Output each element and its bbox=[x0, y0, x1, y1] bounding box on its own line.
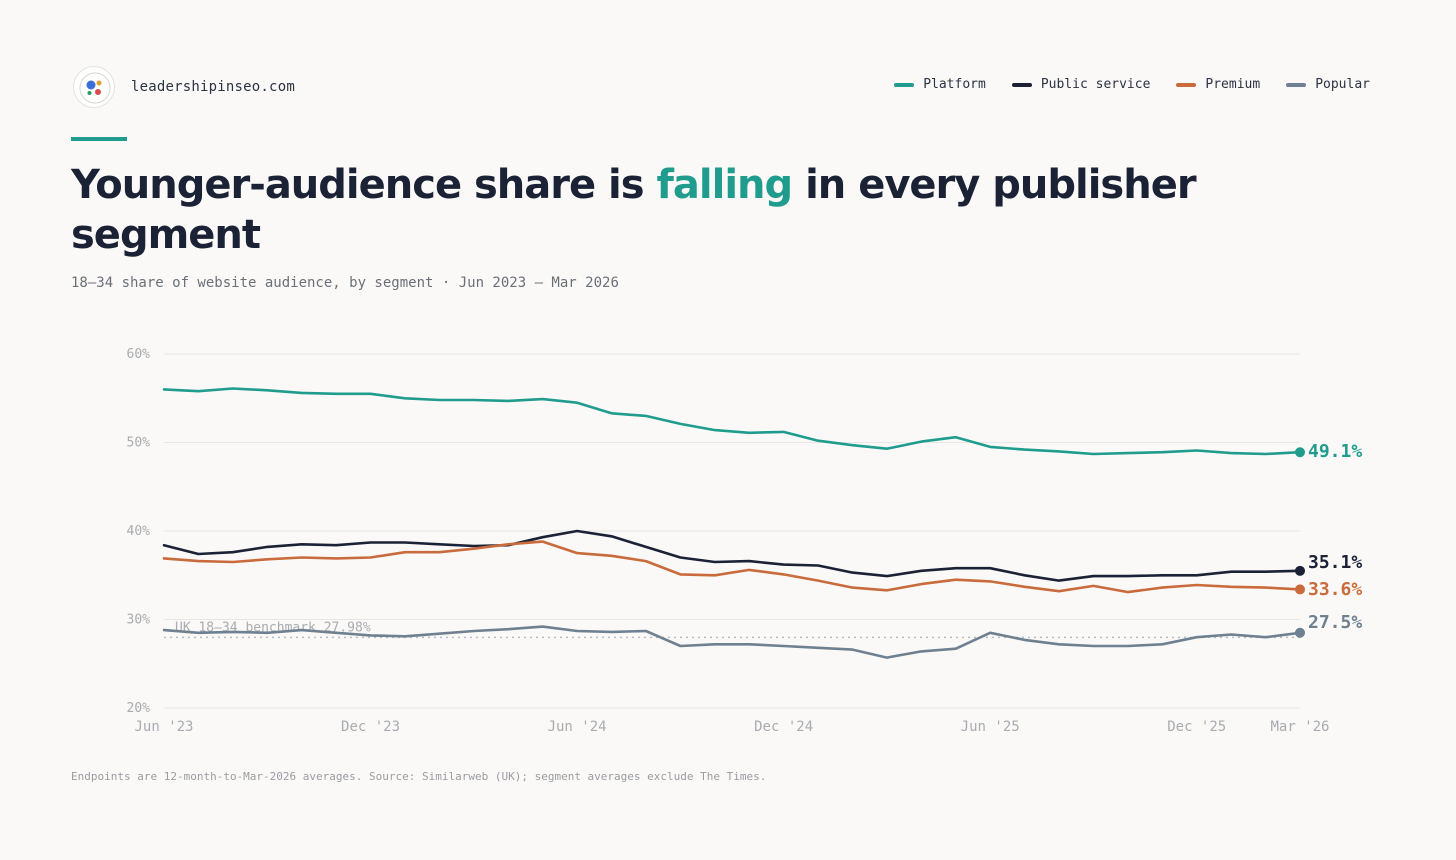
title-part-after: in every publisher segment bbox=[71, 162, 1197, 258]
legend-item-platform: Platform bbox=[894, 77, 986, 92]
legend-label: Platform bbox=[923, 77, 986, 92]
legend-swatch-premium bbox=[1176, 82, 1197, 87]
x-tick-label: Jun '25 bbox=[961, 719, 1020, 735]
end-label-popular: 27.5% bbox=[1308, 612, 1362, 633]
brand[interactable]: leadershipinseo.com bbox=[73, 66, 295, 108]
brand-name: leadershipinseo.com bbox=[131, 79, 295, 95]
audience-dots-logo-icon bbox=[73, 66, 115, 108]
x-tick-label: Dec '24 bbox=[754, 719, 813, 735]
x-tick-label: Dec '23 bbox=[341, 719, 400, 735]
series-endpoint-platform bbox=[1295, 447, 1305, 458]
series-endpoint-premium bbox=[1295, 584, 1305, 595]
y-tick-label: 50% bbox=[127, 436, 151, 451]
chart-subtitle: 18–34 share of website audience, by segm… bbox=[71, 275, 619, 291]
y-tick-label: 20% bbox=[127, 701, 151, 716]
series-endpoint-public-service bbox=[1295, 565, 1305, 576]
series-line-public-service bbox=[162, 529, 1302, 582]
end-label-premium: 33.6% bbox=[1308, 579, 1362, 600]
legend-item-popular: Popular bbox=[1286, 77, 1370, 92]
legend-label: Popular bbox=[1315, 77, 1370, 92]
title-highlight: falling bbox=[656, 162, 794, 208]
legend-label: Premium bbox=[1205, 77, 1261, 92]
legend: Platform Public service Premium Popular bbox=[868, 77, 1370, 92]
x-tick-label: Mar '26 bbox=[1270, 719, 1329, 735]
y-tick-label: 60% bbox=[127, 347, 151, 362]
y-tick-label: 30% bbox=[127, 613, 151, 628]
chart-footnote: Endpoints are 12-month-to-Mar-2026 avera… bbox=[71, 770, 767, 783]
accent-rule bbox=[71, 137, 127, 141]
x-tick-label: Jun '24 bbox=[548, 719, 607, 735]
legend-swatch-public-service bbox=[1011, 82, 1032, 87]
end-label-platform: 49.1% bbox=[1308, 441, 1362, 462]
end-label-public-service: 35.1% bbox=[1308, 552, 1362, 573]
chart-title: Younger-audience share is falling in eve… bbox=[71, 160, 1251, 260]
legend-item-public-service: Public service bbox=[1011, 77, 1151, 92]
legend-swatch-platform bbox=[894, 82, 915, 87]
legend-swatch-popular bbox=[1286, 82, 1307, 87]
series-line-popular bbox=[162, 625, 1302, 659]
x-tick-label: Dec '25 bbox=[1167, 719, 1226, 735]
series-line-platform bbox=[162, 387, 1302, 456]
legend-label: Public service bbox=[1040, 77, 1151, 92]
series-endpoint-popular bbox=[1295, 627, 1305, 638]
title-part-before: Younger-audience share is bbox=[71, 162, 657, 208]
y-tick-label: 40% bbox=[127, 524, 151, 539]
x-tick-label: Jun '23 bbox=[134, 719, 193, 735]
series-line-premium bbox=[162, 540, 1302, 594]
legend-item-premium: Premium bbox=[1176, 77, 1260, 92]
